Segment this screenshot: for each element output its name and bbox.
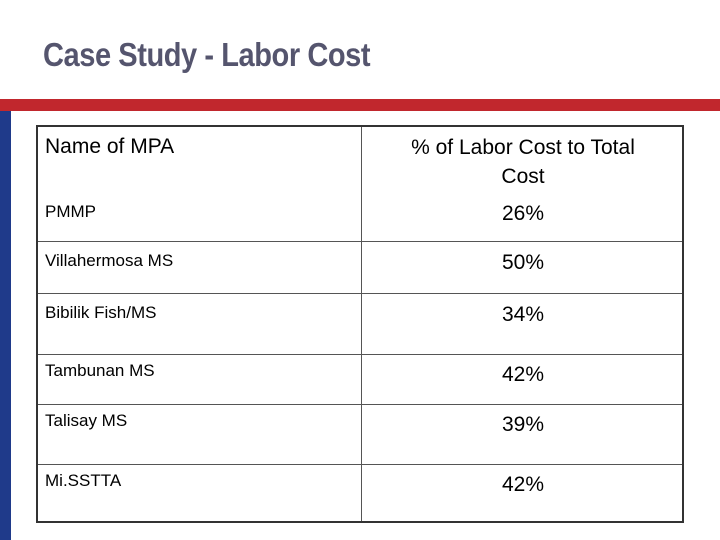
row-name-bibilik: Bibilik Fish/MS <box>45 303 157 322</box>
row-divider <box>38 404 682 405</box>
side-accent-bar <box>0 111 11 540</box>
row-name-tambunan: Tambunan MS <box>45 361 155 380</box>
row-divider <box>38 293 682 294</box>
row-divider <box>38 464 682 465</box>
header-labor-cost-line2: Cost <box>501 165 545 188</box>
header-labor-cost-percent: % of Labor Cost to Total Cost <box>362 133 684 191</box>
header-name-of-mpa: Name of MPA <box>45 135 175 158</box>
column-divider <box>361 127 362 521</box>
row-value-mi-sstta: 42% <box>501 473 545 496</box>
row-divider <box>38 354 682 355</box>
title-accent-bar <box>0 99 720 111</box>
header-labor-cost-line1: % of Labor Cost to Total <box>411 136 635 159</box>
row-divider <box>38 241 682 242</box>
row-value-talisay: 39% <box>501 413 545 436</box>
row-name-pmmp: PMMP <box>45 202 96 221</box>
row-value-bibilik: 34% <box>501 303 545 326</box>
row-value-tambunan: 42% <box>501 363 545 386</box>
row-name-talisay: Talisay MS <box>45 411 128 430</box>
row-value-pmmp: 26% <box>501 202 545 225</box>
slide-title: Case Study - Labor Cost <box>43 36 371 73</box>
row-name-mi-sstta: Mi.SSTTA <box>45 471 122 490</box>
labor-cost-table: Name of MPA % of Labor Cost to Total Cos… <box>36 125 684 523</box>
row-value-villahermosa: 50% <box>501 251 545 274</box>
row-name-villahermosa: Villahermosa MS <box>45 251 174 270</box>
